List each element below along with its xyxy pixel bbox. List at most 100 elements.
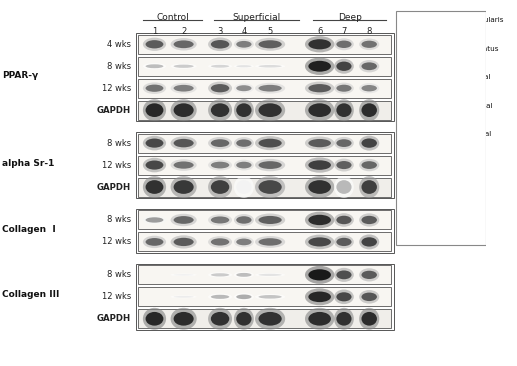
Ellipse shape	[258, 65, 282, 67]
Text: alpha Sr-1: alpha Sr-1	[3, 159, 55, 168]
Text: 12 wks: 12 wks	[102, 161, 131, 169]
Ellipse shape	[171, 235, 196, 249]
Ellipse shape	[146, 312, 163, 326]
Ellipse shape	[236, 273, 252, 277]
Text: 1: 1	[400, 17, 405, 23]
Ellipse shape	[255, 83, 285, 94]
Bar	[139, 79, 391, 98]
Ellipse shape	[174, 216, 194, 224]
Ellipse shape	[359, 308, 379, 330]
Ellipse shape	[174, 312, 194, 326]
Ellipse shape	[208, 294, 232, 300]
Bar	[139, 210, 391, 229]
Text: D.L ; Deep Lateral: D.L ; Deep Lateral	[407, 160, 472, 166]
Text: 8 wks: 8 wks	[107, 270, 131, 279]
Ellipse shape	[208, 137, 232, 149]
Bar	[136, 33, 393, 121]
Ellipse shape	[359, 235, 379, 249]
Ellipse shape	[146, 180, 163, 194]
Bar	[139, 57, 391, 76]
Ellipse shape	[361, 41, 377, 48]
Ellipse shape	[359, 159, 379, 171]
Ellipse shape	[334, 308, 354, 330]
Ellipse shape	[308, 238, 331, 246]
Bar	[139, 287, 391, 306]
Ellipse shape	[258, 180, 282, 194]
Ellipse shape	[359, 60, 379, 72]
Ellipse shape	[359, 268, 379, 281]
Ellipse shape	[359, 176, 379, 198]
Ellipse shape	[255, 294, 285, 300]
Ellipse shape	[337, 180, 352, 194]
Ellipse shape	[337, 238, 352, 246]
Ellipse shape	[171, 136, 196, 150]
Ellipse shape	[208, 82, 232, 95]
Ellipse shape	[143, 38, 166, 51]
Text: 4 wks: 4 wks	[107, 40, 131, 49]
Ellipse shape	[143, 82, 166, 94]
Text: D.C ; Deep Central: D.C ; Deep Central	[407, 188, 474, 194]
Ellipse shape	[208, 308, 232, 330]
Ellipse shape	[361, 103, 377, 117]
Text: 12 wks: 12 wks	[102, 238, 131, 246]
Ellipse shape	[146, 85, 163, 92]
Ellipse shape	[359, 99, 379, 121]
Ellipse shape	[258, 85, 282, 92]
Ellipse shape	[174, 85, 194, 92]
Text: 8: 8	[400, 217, 405, 223]
Ellipse shape	[208, 37, 232, 51]
Ellipse shape	[143, 63, 166, 69]
Ellipse shape	[143, 236, 166, 248]
Ellipse shape	[361, 180, 377, 194]
Ellipse shape	[334, 59, 354, 74]
Bar	[139, 35, 391, 54]
Ellipse shape	[236, 162, 252, 168]
Ellipse shape	[208, 176, 232, 198]
Text: Control: Control	[156, 13, 189, 22]
Ellipse shape	[337, 41, 352, 48]
Ellipse shape	[234, 236, 254, 247]
Text: 6: 6	[400, 160, 405, 166]
Text: 6: 6	[317, 27, 323, 37]
Ellipse shape	[234, 39, 254, 50]
Ellipse shape	[143, 308, 166, 330]
Text: 5: 5	[267, 27, 273, 37]
Ellipse shape	[305, 99, 334, 121]
Text: 3: 3	[400, 74, 405, 80]
Ellipse shape	[308, 312, 331, 326]
Text: C.S ; Control subscapularis: C.S ; Control subscapularis	[407, 17, 503, 23]
Ellipse shape	[359, 290, 379, 304]
Ellipse shape	[171, 308, 196, 330]
Ellipse shape	[258, 216, 282, 224]
Text: S.C ; Superficial Central: S.C ; Superficial Central	[407, 103, 492, 109]
Ellipse shape	[211, 238, 229, 246]
Ellipse shape	[337, 216, 352, 224]
Text: 12 wks: 12 wks	[102, 292, 131, 301]
Bar	[139, 232, 391, 251]
Ellipse shape	[308, 103, 331, 117]
Ellipse shape	[255, 236, 285, 248]
Ellipse shape	[305, 308, 334, 330]
Ellipse shape	[258, 295, 282, 299]
Ellipse shape	[255, 38, 285, 51]
Text: GAPDH: GAPDH	[97, 314, 131, 323]
Ellipse shape	[143, 158, 166, 172]
Ellipse shape	[171, 64, 196, 69]
Ellipse shape	[208, 64, 232, 68]
Ellipse shape	[211, 40, 229, 49]
Ellipse shape	[211, 139, 229, 147]
Text: Collagen III: Collagen III	[3, 291, 60, 299]
Ellipse shape	[211, 216, 229, 224]
Ellipse shape	[359, 83, 379, 93]
Ellipse shape	[174, 65, 194, 68]
Bar	[139, 178, 391, 197]
Ellipse shape	[234, 83, 254, 93]
Ellipse shape	[334, 235, 354, 249]
Ellipse shape	[308, 39, 331, 49]
Ellipse shape	[234, 64, 254, 68]
Ellipse shape	[334, 38, 354, 50]
Ellipse shape	[208, 214, 232, 225]
Ellipse shape	[174, 274, 194, 276]
Text: C.I ; Control Infraspinatus: C.I ; Control Infraspinatus	[407, 46, 498, 52]
Text: 7: 7	[400, 188, 405, 194]
